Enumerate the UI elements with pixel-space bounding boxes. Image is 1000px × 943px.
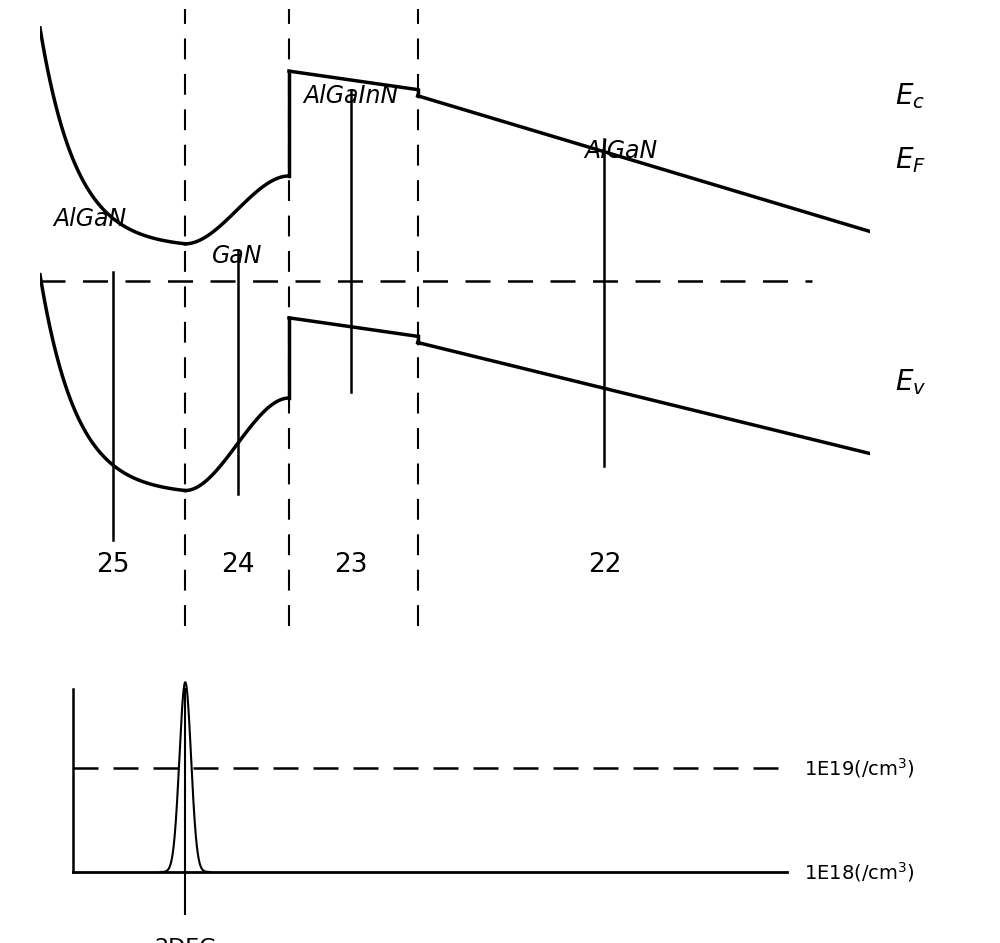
Text: $E_F$: $E_F$ bbox=[895, 145, 926, 175]
Text: 1E19(/cm$^3$): 1E19(/cm$^3$) bbox=[804, 755, 914, 780]
Text: 22: 22 bbox=[588, 552, 621, 577]
Text: AlGaN: AlGaN bbox=[584, 140, 658, 163]
Text: 25: 25 bbox=[96, 552, 130, 577]
Text: GaN: GaN bbox=[212, 244, 263, 268]
Text: 1E18(/cm$^3$): 1E18(/cm$^3$) bbox=[804, 860, 914, 884]
Text: 23: 23 bbox=[334, 552, 368, 577]
Text: $E_c$: $E_c$ bbox=[895, 81, 925, 111]
Text: 24: 24 bbox=[221, 552, 254, 577]
Text: AlGaInN: AlGaInN bbox=[304, 84, 399, 108]
Text: $E_v$: $E_v$ bbox=[895, 367, 926, 397]
Text: AlGaN: AlGaN bbox=[53, 207, 126, 231]
Text: 2DEG: 2DEG bbox=[154, 938, 216, 943]
